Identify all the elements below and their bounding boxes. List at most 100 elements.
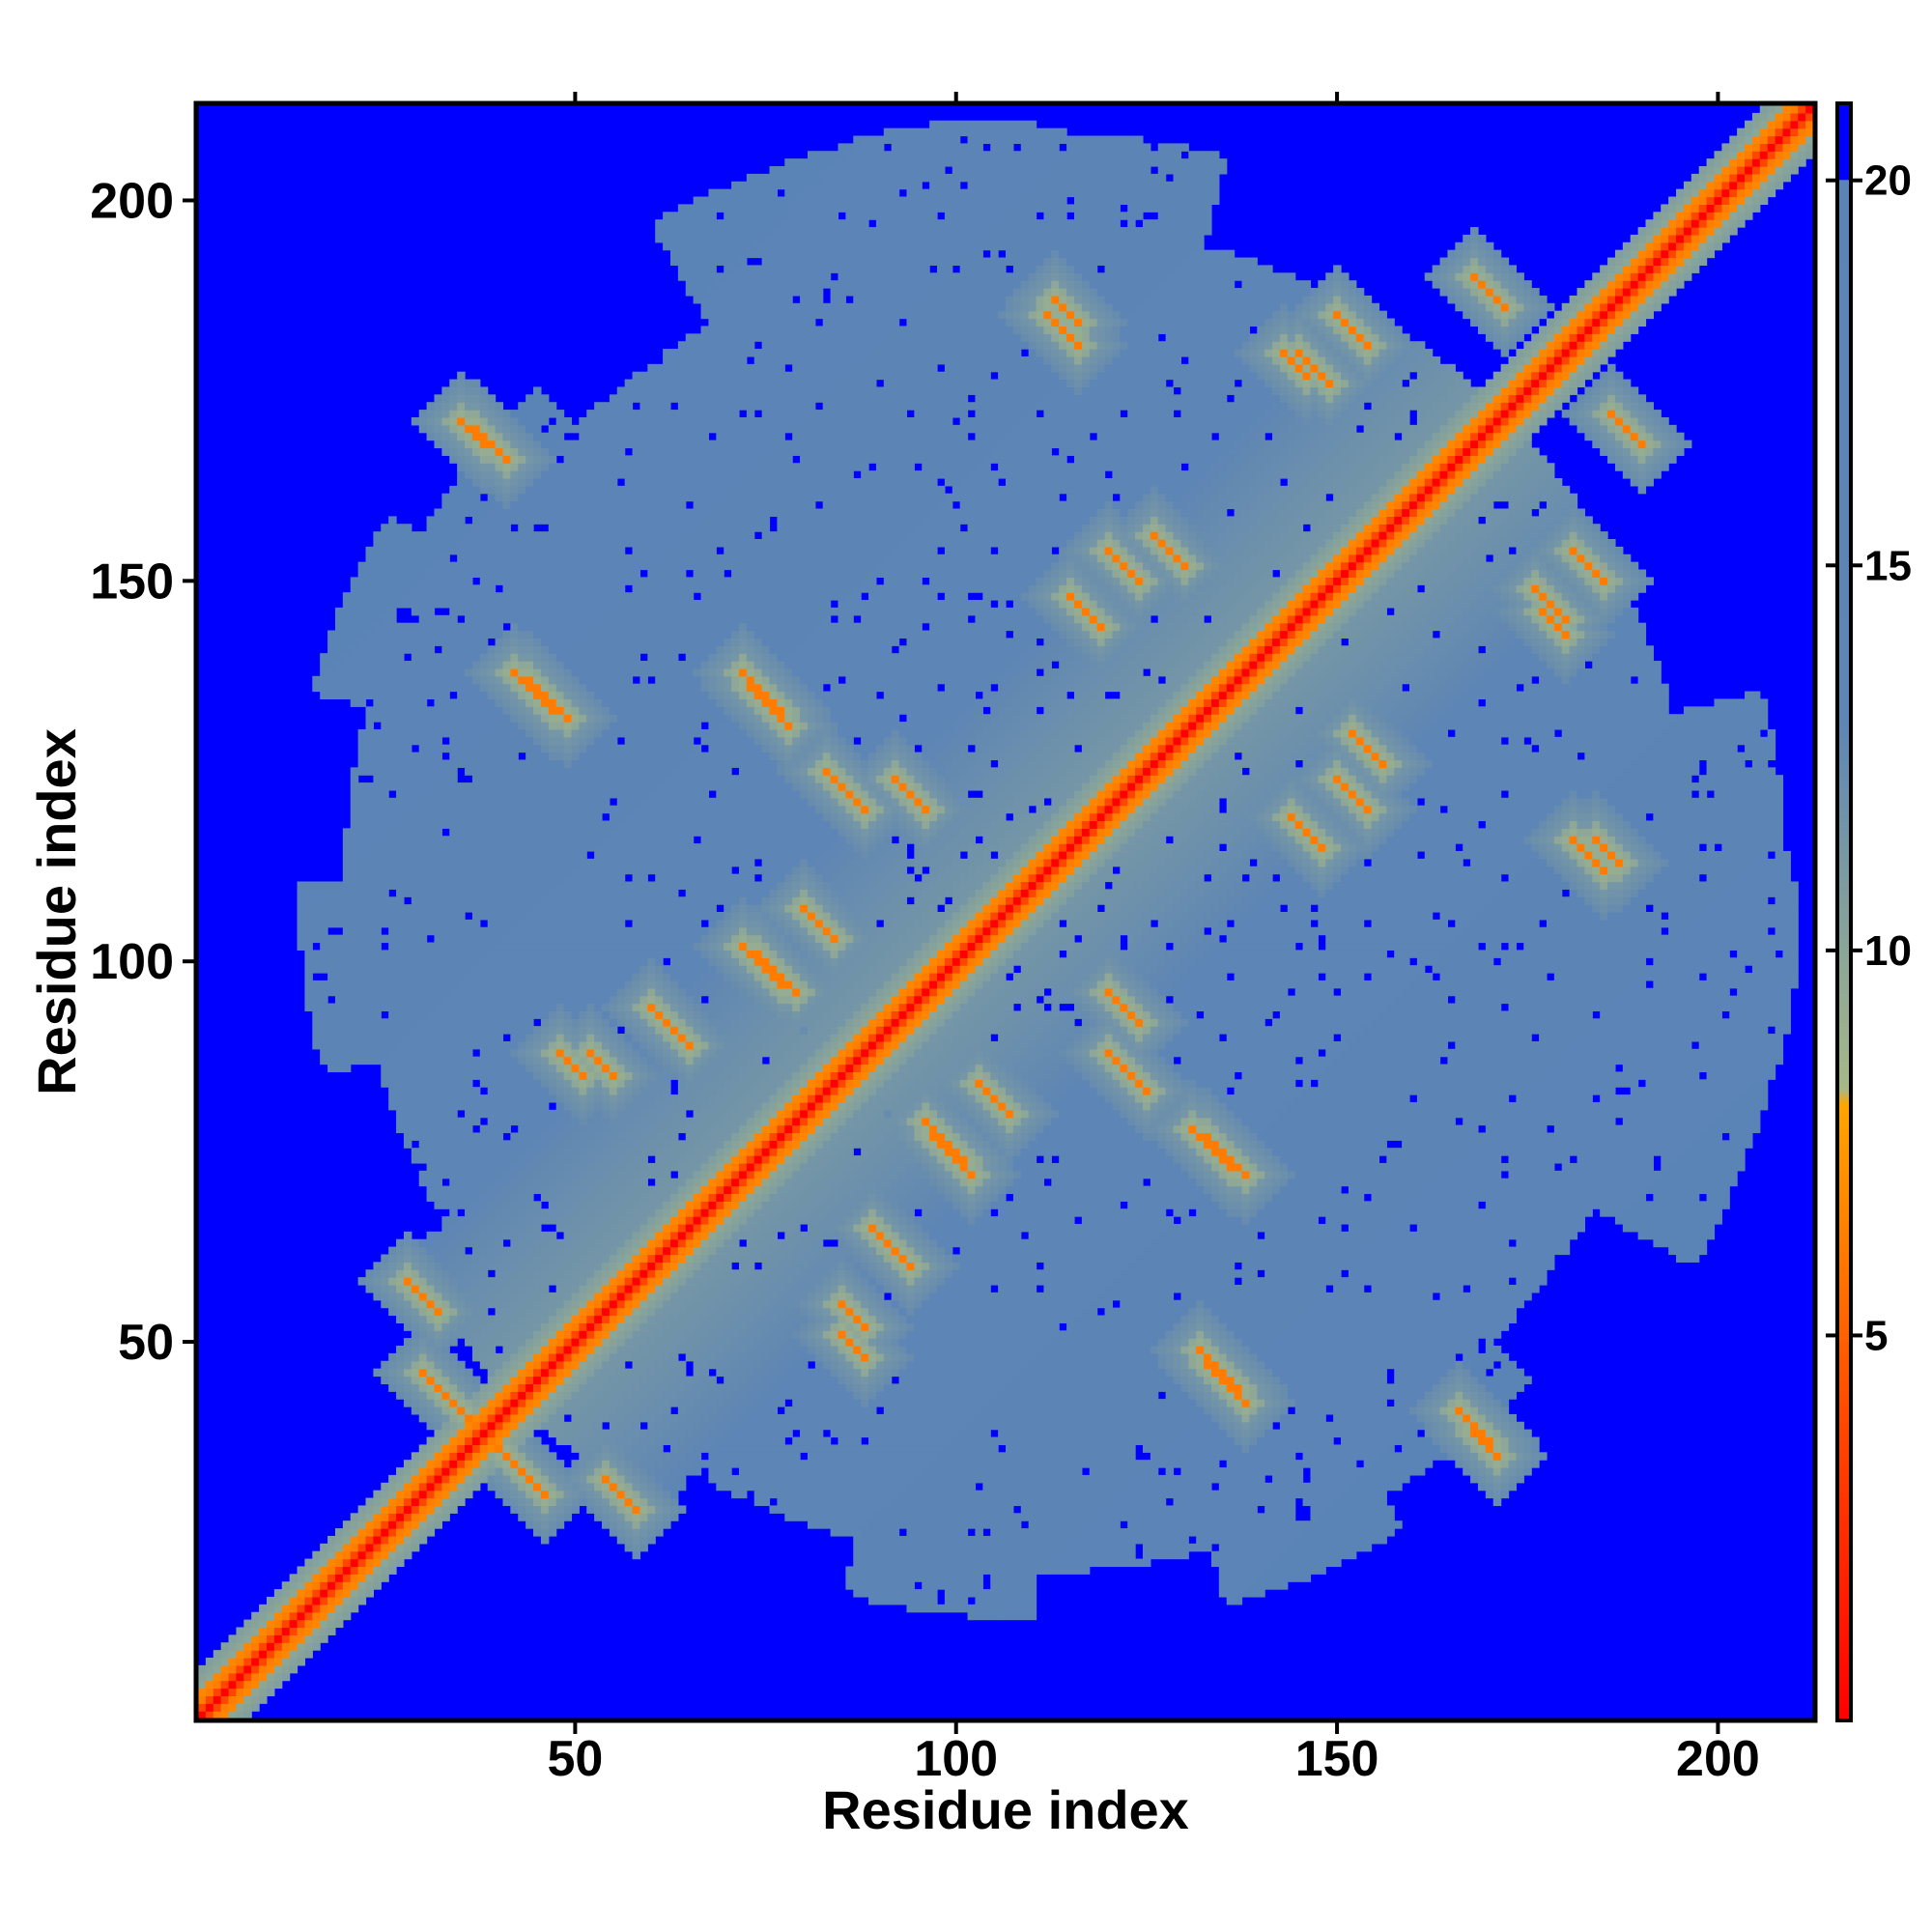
heatmap-cell [1500, 1467, 1510, 1476]
heatmap-cell [861, 1087, 869, 1095]
heatmap-cell [632, 1223, 641, 1233]
heatmap-cell [624, 1148, 634, 1156]
heatmap-cell [297, 1596, 306, 1605]
heatmap-cell [510, 1132, 534, 1141]
heatmap-cell [663, 1140, 671, 1149]
heatmap-cell [830, 1117, 839, 1126]
heatmap-cell [1485, 1482, 1494, 1492]
heatmap-cell [677, 1231, 687, 1240]
heatmap-cell [753, 1170, 763, 1179]
heatmap-cell [761, 1352, 771, 1362]
heatmap-cell [579, 1368, 587, 1378]
heatmap-cell [465, 1109, 557, 1119]
heatmap-cell [228, 1657, 238, 1666]
heatmap-cell [655, 1452, 664, 1461]
heatmap-cell [495, 1436, 504, 1446]
heatmap-cell [669, 1238, 679, 1248]
heatmap-cell [883, 1208, 893, 1217]
heatmap-cell [807, 1315, 816, 1323]
heatmap-cell [868, 1391, 877, 1400]
heatmap-cell [753, 1132, 763, 1141]
heatmap-cell [677, 1117, 687, 1126]
heatmap-cell [1279, 1162, 1289, 1172]
heatmap-cell [1051, 1101, 1060, 1111]
heatmap-cell [724, 1338, 732, 1347]
heatmap-cell [967, 1421, 1189, 1431]
heatmap-cell [716, 1132, 724, 1141]
heatmap-cell [449, 1307, 458, 1317]
heatmap-cell [952, 1132, 961, 1141]
heatmap-cell [906, 1482, 977, 1492]
heatmap-cell [1173, 1322, 1181, 1331]
heatmap-cell [1157, 1079, 1167, 1088]
heatmap-cell [700, 1413, 710, 1423]
heatmap-cell [533, 1284, 542, 1293]
heatmap-cell [982, 1201, 991, 1209]
heatmap-cell [655, 1246, 664, 1256]
heatmap-cell [822, 1185, 832, 1195]
heatmap-cell [616, 1376, 626, 1384]
heatmap-cell [693, 1231, 702, 1240]
heatmap-cell [861, 1277, 869, 1286]
heatmap-cell [677, 1064, 687, 1073]
heatmap-cell [700, 1246, 710, 1256]
heatmap-cell [388, 1284, 397, 1293]
heatmap-cell [579, 1399, 587, 1407]
heatmap-cell [518, 1346, 526, 1354]
heatmap-cell [502, 1436, 511, 1446]
heatmap-cell [830, 1087, 839, 1095]
heatmap-cell [1020, 1117, 1030, 1126]
heatmap-cell [792, 1269, 801, 1278]
heatmap-cell [669, 1505, 679, 1514]
heatmap-cell [320, 1619, 328, 1629]
heatmap-cell [914, 1269, 923, 1278]
heatmap-cell [465, 1315, 473, 1323]
heatmap-cell [724, 1124, 732, 1134]
heatmap-cell [861, 1299, 869, 1309]
heatmap-cell [1463, 1413, 1471, 1423]
heatmap-cell [304, 1589, 313, 1598]
heatmap-cell [746, 1413, 977, 1423]
heatmap-cell [205, 1680, 214, 1690]
heatmap-cell [602, 1513, 611, 1521]
heatmap-cell [959, 1124, 969, 1134]
heatmap-cell [845, 1566, 1045, 1575]
heatmap-cell [1577, 1155, 1654, 1164]
heatmap-cell [639, 1436, 648, 1446]
heatmap-cell [526, 1513, 534, 1521]
heatmap-cell [898, 1170, 908, 1179]
heatmap-cell [647, 1292, 656, 1301]
heatmap-cell [1234, 1140, 1243, 1149]
heatmap-cell [1028, 1132, 1037, 1141]
heatmap-cell [1516, 1094, 1593, 1103]
heatmap-cell [746, 1338, 755, 1347]
heatmap-cell [898, 1109, 908, 1119]
heatmap-cell [944, 1071, 953, 1080]
heatmap-cell [1729, 1101, 1769, 1111]
heatmap-cell [845, 1368, 854, 1378]
heatmap-cell [792, 1360, 801, 1370]
heatmap-cell [708, 1269, 717, 1278]
heatmap-cell [251, 1642, 260, 1651]
heatmap-cell [708, 1246, 717, 1256]
heatmap-cell [289, 1611, 298, 1621]
heatmap-cell [830, 1170, 839, 1179]
heatmap-cell [845, 1140, 854, 1149]
heatmap-cell [571, 1140, 580, 1149]
heatmap-cell [236, 1627, 244, 1635]
heatmap-cell [555, 1148, 565, 1156]
heatmap-cell [602, 1140, 611, 1149]
heatmap-cell [526, 1429, 534, 1438]
heatmap-cell [685, 1262, 695, 1270]
heatmap-cell [929, 1246, 938, 1256]
heatmap-cell [624, 1101, 634, 1111]
heatmap-cell [502, 1170, 511, 1179]
heatmap-cell [724, 1170, 732, 1179]
heatmap-cell [327, 1558, 336, 1568]
heatmap-cell [708, 1117, 717, 1126]
heatmap-cell [457, 1246, 466, 1256]
heatmap-cell [526, 1231, 534, 1240]
heatmap-cell [1210, 1155, 1220, 1164]
heatmap-cell [479, 1231, 489, 1240]
heatmap-cell [990, 1399, 1197, 1407]
